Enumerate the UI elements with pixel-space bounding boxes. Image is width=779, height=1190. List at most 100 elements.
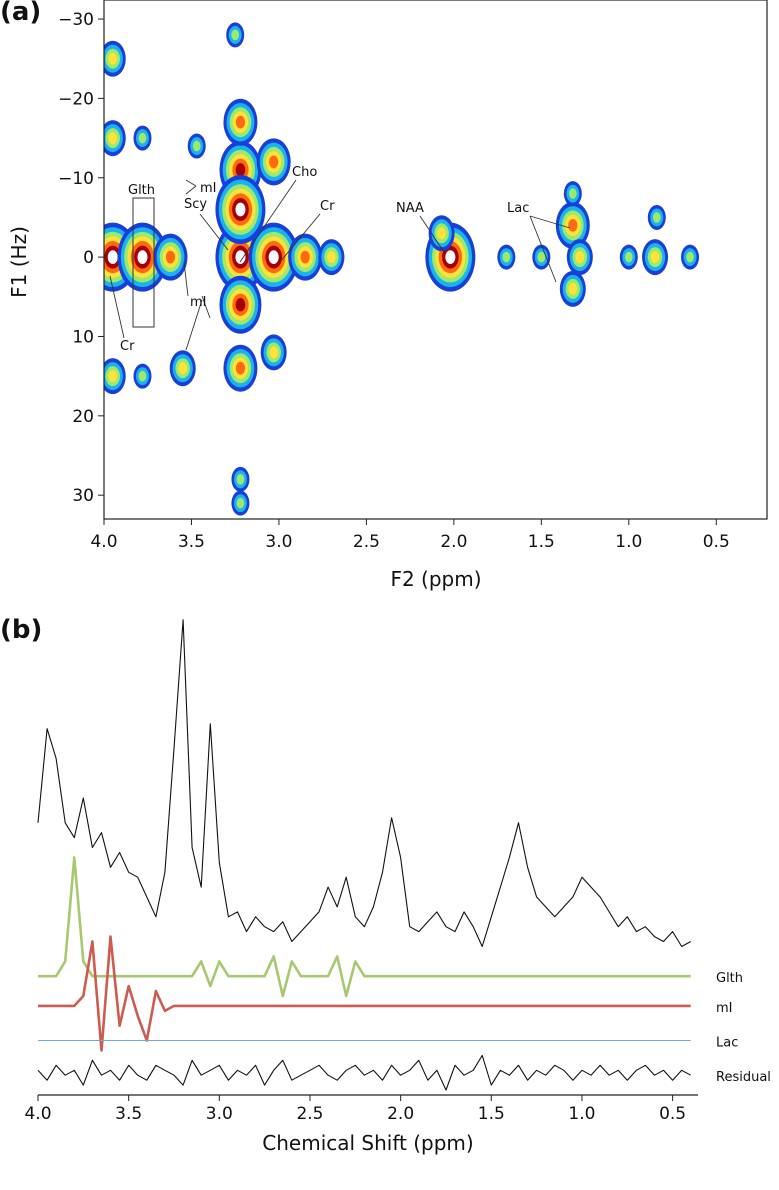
x-tick-label: 2.0 <box>387 1104 414 1124</box>
annotation: Cho <box>292 165 317 180</box>
leader-line <box>419 215 445 253</box>
x-tick-label: 1.5 <box>528 532 555 552</box>
contour-level <box>268 250 279 265</box>
spectrum-line <box>37 619 691 948</box>
annotation: Scy <box>184 197 207 212</box>
peaks <box>104 22 700 516</box>
leader-line <box>529 215 571 229</box>
x-tick-label: 3.0 <box>265 532 292 552</box>
leader-line <box>183 261 189 297</box>
peak <box>256 138 291 186</box>
contour-level <box>568 188 577 199</box>
leader-line <box>185 299 203 351</box>
leader-line <box>279 213 321 263</box>
panel-label: (a) <box>0 0 41 27</box>
contour-level <box>650 251 660 264</box>
contour-level <box>568 218 578 232</box>
contour-level <box>235 361 246 375</box>
contour-level <box>235 163 246 177</box>
spectrum-line <box>38 935 691 1052</box>
annotation: Lac <box>507 201 529 216</box>
contour-level <box>235 298 246 312</box>
plot-frame <box>103 0 768 520</box>
contour-level <box>300 250 310 264</box>
contour-level <box>165 250 176 264</box>
peak <box>219 275 262 334</box>
leader-line <box>185 185 197 195</box>
x-tick-label: 2.0 <box>440 532 467 552</box>
annotation: mI <box>200 181 217 196</box>
x-tick-label: 0.5 <box>703 532 730 552</box>
y-tick-label: −10 <box>58 169 94 189</box>
peak <box>681 244 700 270</box>
peak <box>647 204 666 230</box>
contour-level <box>269 346 279 359</box>
peak <box>133 125 152 151</box>
x-tick-label: 3.0 <box>206 1104 233 1124</box>
peak <box>223 344 258 392</box>
contour-level <box>108 132 118 145</box>
peak <box>104 358 126 395</box>
annotation: Cr <box>120 339 135 354</box>
peak <box>226 22 245 48</box>
contour-level <box>137 250 148 265</box>
annotation-box <box>132 197 155 328</box>
y-tick-label: 20 <box>72 407 94 427</box>
peak <box>288 233 323 281</box>
y-tick-label: 10 <box>72 327 94 347</box>
x-tick-label: 1.0 <box>568 1104 595 1124</box>
spectrum-line <box>38 856 691 998</box>
contour-level <box>327 251 336 264</box>
x-tick-label: 2.5 <box>353 532 380 552</box>
leader-line <box>109 275 125 339</box>
peak <box>532 244 551 270</box>
contour-level <box>235 202 246 217</box>
peak <box>428 215 455 252</box>
annotation: mI <box>190 295 207 310</box>
x-tick-label: 4.0 <box>24 1104 51 1124</box>
leader-line <box>199 213 229 251</box>
y-axis-label: F1 (Hz) <box>7 226 31 298</box>
peak <box>566 239 593 276</box>
peak <box>104 120 126 157</box>
annotation: Cr <box>320 199 335 214</box>
contour-level <box>437 227 446 240</box>
x-tick-label: 1.0 <box>615 532 642 552</box>
annotation: NAA <box>396 201 424 216</box>
leader-line <box>529 215 557 283</box>
peak <box>215 175 266 245</box>
contour-level <box>178 362 188 375</box>
y-tick-label: 0 <box>83 248 94 268</box>
x-tick-label: 0.5 <box>659 1104 686 1124</box>
contour-level <box>236 497 245 509</box>
y-tick-label: 30 <box>72 486 94 506</box>
leader-line <box>239 179 297 263</box>
contour-level <box>231 29 240 41</box>
x-tick-label: 3.5 <box>115 1104 142 1124</box>
contour-level <box>537 251 546 263</box>
peak <box>104 40 126 77</box>
contour-level <box>236 473 245 485</box>
peak <box>231 490 250 516</box>
x-axis-label: Chemical Shift (ppm) <box>262 1131 473 1155</box>
y-tick-label: −20 <box>58 89 94 109</box>
contour-level <box>192 140 201 152</box>
annotation: Glth <box>128 183 155 198</box>
leader-line <box>201 295 211 319</box>
peak <box>223 98 258 146</box>
contour-level <box>269 155 279 169</box>
leader-line <box>185 179 197 187</box>
peak <box>169 350 196 387</box>
legend-label: mI <box>716 1001 733 1016</box>
y-tick-label: −30 <box>58 10 94 30</box>
contour-level <box>138 132 147 144</box>
peak <box>231 466 250 492</box>
peak <box>117 222 168 292</box>
contour-level <box>107 250 118 265</box>
peak <box>497 244 516 270</box>
peak <box>563 181 582 207</box>
x-tick-label: 4.0 <box>90 532 117 552</box>
legend-label: Glth <box>716 971 743 986</box>
peak <box>642 239 669 276</box>
